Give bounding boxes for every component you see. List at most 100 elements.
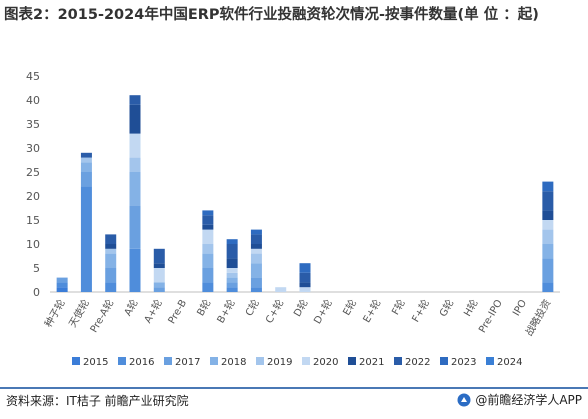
bar-segment-2018	[80, 162, 92, 172]
bars	[56, 95, 554, 292]
y-tick-label: 35	[26, 118, 40, 131]
legend-swatch	[118, 357, 126, 365]
bar-segment-2016	[80, 186, 92, 292]
bar-segment-2018	[542, 244, 554, 259]
bar-segment-2021	[542, 210, 554, 220]
x-tick-label: G轮	[436, 297, 456, 319]
legend-label: 2019	[267, 357, 292, 368]
bar-segment-2020	[250, 248, 262, 254]
bar-segment-2022	[542, 191, 554, 211]
legend-swatch	[348, 357, 356, 365]
bar-segment-2019	[542, 229, 554, 244]
bar-segment-2022	[202, 215, 214, 225]
bar-segment-2021	[105, 244, 117, 249]
legend-swatch	[486, 357, 494, 365]
y-tick-label: 45	[26, 70, 40, 83]
legend-swatch	[72, 357, 80, 365]
bar-segment-2017	[542, 258, 554, 283]
source-note: 资料来源：IT桔子 前瞻产业研究院	[6, 394, 189, 408]
bar-segment-2023	[250, 229, 262, 235]
legend-swatch	[164, 357, 172, 365]
bar-segment-2021	[202, 224, 214, 230]
bar-segment-2021	[299, 282, 311, 288]
bar-segment-2016	[250, 287, 262, 292]
y-tick-label: 30	[26, 142, 40, 155]
x-tick-label: 天使轮	[66, 297, 92, 329]
bar-segment-2023	[299, 263, 311, 273]
x-tick-label: 种子轮	[41, 297, 67, 329]
legend-label: 2022	[405, 357, 430, 368]
legend-label: 2017	[175, 357, 200, 368]
legend-label: 2016	[129, 357, 154, 368]
bar-segment-2023	[542, 181, 554, 192]
brand-text: @前瞻经济学人APP	[475, 393, 582, 407]
bar-segment-2019	[226, 272, 238, 278]
x-tick-label: D轮	[290, 297, 310, 319]
bar-segment-2022	[226, 244, 238, 259]
legend-swatch	[256, 357, 264, 365]
bar-segment-2016	[105, 282, 117, 292]
bar-segment-2019	[129, 157, 141, 172]
bar-segment-2020	[202, 229, 214, 244]
bar-segment-2021	[250, 244, 262, 249]
x-tick-label: E轮	[340, 297, 359, 318]
chart-title: 图表2：2015-2024年中国ERP软件行业投融资轮次情况-按事件数量(单 位…	[4, 7, 539, 23]
bar-segment-2023	[226, 239, 238, 244]
bar-segment-2020	[129, 133, 141, 158]
legend: 2015 2016 2017 2018 2019 2020 2021 2022 2023 2024	[72, 357, 522, 368]
legend-swatch	[440, 357, 448, 365]
y-tick-label: 25	[26, 166, 40, 179]
x-tick-label: Pre-IPO	[477, 298, 505, 335]
footer-divider	[0, 387, 588, 389]
legend-swatch	[394, 357, 402, 365]
bar-segment-2017	[80, 172, 92, 187]
bar-segment-2020	[226, 268, 238, 273]
brand-mark: @前瞻经济学人APP	[457, 391, 582, 408]
bar-segment-2022	[80, 152, 92, 158]
bar-segment-2019	[250, 253, 262, 264]
bar-segment-2019	[105, 248, 117, 254]
bar-segment-2022	[299, 272, 311, 283]
legend-swatch	[302, 357, 310, 365]
y-tick-label: 10	[26, 238, 40, 251]
bar-segment-2023	[202, 210, 214, 216]
y-tick-label: 40	[26, 94, 40, 107]
bar-segment-2021	[226, 258, 238, 268]
bar-segment-2017	[250, 277, 262, 288]
bar-segment-2016	[56, 282, 68, 288]
legend-label: 2023	[451, 357, 476, 368]
bar-segment-2016	[542, 282, 554, 292]
bar-segment-2017	[202, 268, 214, 283]
bar-segment-2017	[56, 277, 68, 283]
bar-segment-2022	[129, 95, 141, 105]
y-tick-label: 20	[26, 190, 40, 203]
x-tick-label: E+轮	[360, 297, 384, 325]
x-tick-label: F+轮	[409, 297, 432, 324]
bar-segment-2020	[299, 287, 311, 292]
bar-segment-2017	[226, 282, 238, 288]
x-tick-label: B+轮	[214, 297, 238, 325]
bar-segment-2021	[153, 263, 165, 268]
bar-segment-2018	[153, 282, 165, 288]
y-tick-label: 5	[33, 262, 40, 275]
x-tick-label: A+轮	[141, 297, 165, 325]
legend-swatch	[210, 357, 218, 365]
x-tick-label: D+轮	[311, 297, 335, 326]
bar-segment-2019	[202, 244, 214, 254]
bar-segment-2016	[202, 282, 214, 292]
bar-segment-2019	[80, 157, 92, 163]
x-tick-label: Pre-B	[167, 298, 190, 326]
x-tick-label: IPO	[511, 298, 529, 318]
x-tick-label: Pre-A轮	[87, 297, 116, 335]
bar-segment-2022	[153, 248, 165, 264]
legend-label: 2018	[221, 357, 246, 368]
brand-logo-icon	[457, 393, 471, 406]
bar-segment-2021	[129, 104, 141, 134]
bar-segment-2018	[129, 172, 141, 206]
legend-label: 2020	[313, 357, 338, 368]
bar-segment-2018	[105, 253, 117, 268]
bar-segment-2020	[542, 220, 554, 230]
bar-segment-2018	[250, 263, 262, 278]
bar-segment-2022	[250, 234, 262, 244]
